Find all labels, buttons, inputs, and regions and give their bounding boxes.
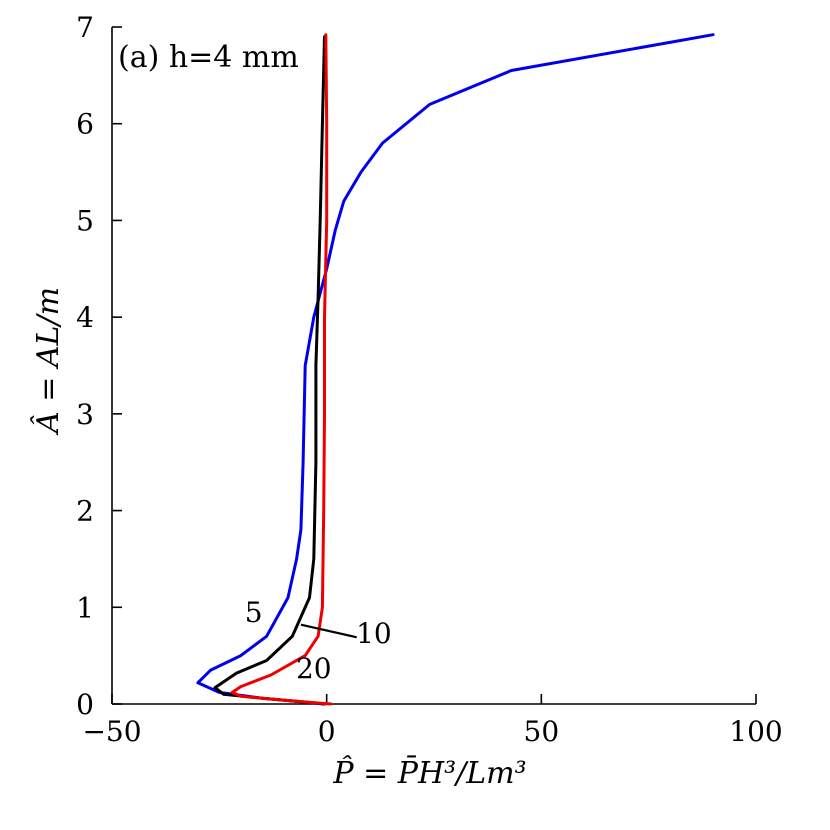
y-tick-label: 1 [76,591,94,624]
y-ticks: 0 1 2 3 4 5 6 7 [76,11,122,721]
axes [111,27,756,705]
series-line-5 [196,33,715,706]
y-tick-label: 6 [76,108,94,141]
label-leaders [300,623,357,639]
y-tick-label: 4 [76,301,94,334]
y-tick-label: 0 [76,688,94,721]
series-layer [196,33,715,706]
y-tick-label: 2 [76,495,94,528]
curve-label-20: 20 [296,652,332,685]
curve-labels: 5 10 20 [245,596,392,685]
y-tick-label: 3 [76,398,94,431]
x-tick-label: 50 [524,715,560,748]
panel-label: (a) h=4 mm [118,40,299,75]
x-ticks: −50 0 50 100 [82,694,783,748]
leader-line-10 [300,623,357,639]
x-tick-label: −50 [82,715,141,748]
series-line-20 [230,33,333,706]
x-axis-title: P̂ = P̄H³/Lm³ [332,755,526,791]
series-line-10 [213,35,326,706]
x-tick-label: 100 [729,715,782,748]
y-tick-label: 7 [76,11,94,44]
curve-label-10: 10 [356,617,392,650]
y-axis-title: Â = AL/m [30,287,66,436]
x-tick-label: 0 [318,715,336,748]
y-tick-label: 5 [76,204,94,237]
curve-label-5: 5 [245,596,263,629]
